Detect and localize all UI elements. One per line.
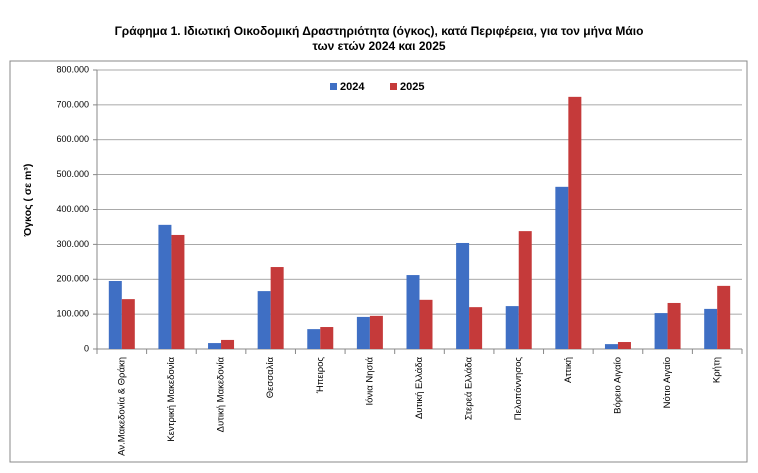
chart-title: Γράφημα 1. Ιδιωτική Οικοδομική Δραστηριό… — [115, 24, 644, 38]
y-axis-title: Όγκος ( σε m³) — [22, 164, 34, 238]
bar — [456, 242, 470, 349]
y-tick-label: 700.000 — [56, 99, 89, 109]
x-tick-label: Δυτική Μακεδονία — [216, 357, 227, 433]
bar — [406, 275, 420, 349]
y-tick-label: 100.000 — [56, 309, 89, 319]
y-tick-label: 400.000 — [56, 204, 89, 214]
bar — [419, 299, 433, 349]
bar — [108, 280, 122, 349]
bar — [704, 308, 718, 349]
chart-subtitle: των ετών 2024 και 2025 — [312, 39, 445, 53]
bar — [518, 231, 532, 349]
bar — [505, 306, 519, 349]
bar — [270, 267, 284, 349]
bar — [604, 344, 618, 349]
x-tick-label: Αν.Μακεδονία & Θράκη — [116, 357, 127, 456]
y-tick-label: 600.000 — [56, 134, 89, 144]
bar — [469, 307, 483, 349]
y-tick-label: 200.000 — [56, 274, 89, 284]
legend-swatch — [330, 83, 337, 90]
bar — [356, 316, 370, 349]
legend-label: 2025 — [400, 81, 424, 93]
bar — [171, 234, 185, 349]
y-tick-label: 300.000 — [56, 239, 89, 249]
bar — [667, 302, 681, 349]
bar — [717, 285, 731, 349]
legend-swatch — [390, 83, 397, 90]
x-tick-label: Στερεά Ελλάδα — [464, 357, 475, 421]
bar — [208, 343, 222, 349]
bar — [568, 96, 582, 349]
chart-border — [9, 60, 748, 463]
bar — [121, 299, 135, 349]
y-tick-label: 500.000 — [56, 169, 89, 179]
x-tick-label: Ήπειρος — [315, 357, 326, 395]
y-tick-label: 800.000 — [56, 64, 89, 74]
x-tick-label: Βόρειο Αιγαίο — [612, 357, 623, 414]
legend-label: 2024 — [340, 81, 365, 93]
bar — [320, 327, 334, 349]
bar — [555, 186, 569, 349]
bar — [617, 342, 631, 349]
bar — [221, 339, 235, 349]
x-tick-label: Ιόνια Νησιά — [364, 356, 375, 405]
bar — [369, 315, 383, 349]
bar — [654, 313, 668, 349]
x-tick-label: Κεντρική Μακεδονία — [166, 356, 177, 441]
x-tick-label: Αττική — [563, 357, 574, 383]
x-tick-label: Νότιο Αιγαίο — [662, 357, 673, 408]
x-tick-label: Δυτική Ελλάδα — [414, 356, 425, 419]
x-tick-label: Κρήτη — [712, 357, 723, 383]
y-tick-label: 0 — [84, 343, 89, 353]
bar — [158, 224, 172, 349]
x-tick-label: Θεσσαλία — [265, 356, 276, 398]
bar — [257, 291, 271, 349]
x-tick-label: Πελοπόννησος — [513, 357, 524, 421]
bar — [307, 329, 321, 349]
